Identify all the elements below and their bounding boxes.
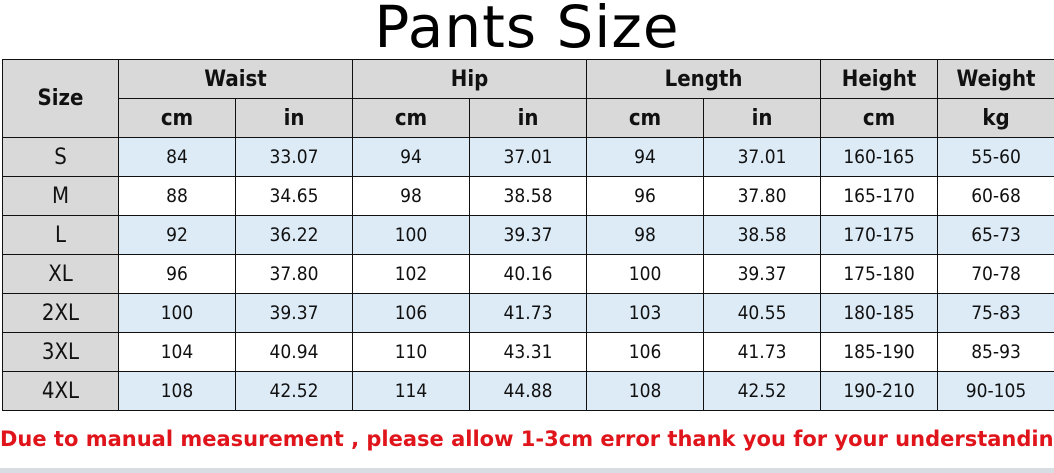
value-cell: 60-68 — [937, 176, 1054, 216]
value-cell: 70-78 — [937, 254, 1054, 294]
value-cell: 175-180 — [820, 254, 939, 294]
value-cell: 90-105 — [937, 371, 1054, 411]
table-row: 4XL 108 42.52 114 44.88 108 42.52 190-210 90-105 — [2, 371, 1054, 411]
value-cell: 185-190 — [820, 332, 939, 372]
page-title: Pants Size — [374, 0, 680, 61]
value-cell: 180-185 — [820, 293, 939, 333]
unit-header: in — [235, 98, 353, 138]
value-cell: 190-210 — [820, 371, 939, 411]
size-chart-table: Size Waist Hip Length Height Weight cm in cm in cm… — [2, 59, 1054, 411]
size-column-header: Size — [2, 59, 119, 138]
size-cell: 4XL — [2, 371, 119, 411]
value-cell: 38.58 — [468, 176, 588, 216]
value-cell: 106 — [352, 293, 470, 333]
value-cell: 75-83 — [937, 293, 1054, 333]
table-row: XL 96 37.80 102 40.16 100 39.37 175-180 70-78 — [2, 254, 1054, 294]
unit-header: in — [703, 98, 822, 138]
value-cell: 103 — [586, 293, 705, 333]
value-cell: 84 — [118, 137, 236, 177]
value-cell: 40.16 — [468, 254, 588, 294]
size-cell: 2XL — [2, 293, 119, 333]
size-cell: M — [2, 176, 119, 216]
value-cell: 94 — [352, 137, 470, 177]
value-cell: 160-165 — [820, 137, 939, 177]
group-header-hip: Hip — [351, 59, 588, 99]
table-row: S 84 33.07 94 37.01 94 37.01 160-165 55-60 — [2, 137, 1054, 177]
value-cell: 100 — [118, 293, 236, 333]
size-cell: L — [2, 215, 119, 255]
value-cell: 40.55 — [703, 293, 822, 333]
value-cell: 100 — [586, 254, 705, 294]
value-cell: 94 — [586, 137, 705, 177]
unit-header: kg — [937, 98, 1054, 138]
value-cell: 39.37 — [703, 254, 822, 294]
table-row: L 92 36.22 100 39.37 98 38.58 170-175 65-73 — [2, 215, 1054, 255]
value-cell: 39.37 — [235, 293, 353, 333]
group-header-weight: Weight — [937, 59, 1054, 99]
value-cell: 108 — [118, 371, 236, 411]
value-cell: 37.80 — [235, 254, 353, 294]
value-cell: 41.73 — [703, 332, 822, 372]
unit-header: cm — [352, 98, 470, 138]
value-cell: 98 — [586, 215, 705, 255]
unit-header: cm — [118, 98, 236, 138]
value-cell: 170-175 — [820, 215, 939, 255]
value-cell: 41.73 — [468, 293, 588, 333]
value-cell: 100 — [352, 215, 470, 255]
value-cell: 98 — [352, 176, 470, 216]
unit-header: cm — [820, 98, 939, 138]
value-cell: 102 — [352, 254, 470, 294]
group-header-length: Length — [586, 59, 822, 99]
group-header-height: Height — [820, 59, 939, 99]
header-row-units: cm in cm in cm in cm kg — [3, 98, 1054, 138]
measurement-note: Due to manual measurement , please allow… — [0, 427, 1054, 451]
value-cell: 37.01 — [703, 137, 822, 177]
value-cell: 38.58 — [703, 215, 822, 255]
value-cell: 40.94 — [235, 332, 353, 372]
value-cell: 110 — [352, 332, 470, 372]
value-cell: 34.65 — [235, 176, 353, 216]
unit-header: in — [468, 98, 588, 138]
value-cell: 39.37 — [468, 215, 588, 255]
value-cell: 106 — [586, 332, 705, 372]
value-cell: 42.52 — [703, 371, 822, 411]
value-cell: 92 — [118, 215, 236, 255]
value-cell: 55-60 — [937, 137, 1054, 177]
group-header-waist: Waist — [118, 59, 353, 99]
table-row: 2XL 100 39.37 106 41.73 103 40.55 180-185 75-83 — [2, 293, 1054, 333]
value-cell: 44.88 — [468, 371, 588, 411]
bottom-divider — [0, 468, 1054, 473]
size-cell: S — [2, 137, 119, 177]
unit-header: cm — [586, 98, 705, 138]
value-cell: 108 — [586, 371, 705, 411]
value-cell: 43.31 — [468, 332, 588, 372]
value-cell: 37.80 — [703, 176, 822, 216]
value-cell: 88 — [118, 176, 236, 216]
value-cell: 104 — [118, 332, 236, 372]
header-row-groups: Size Waist Hip Length Height Weight — [2, 59, 1054, 138]
value-cell: 165-170 — [820, 176, 939, 216]
table-row: 3XL 104 40.94 110 43.31 106 41.73 185-190 85-93 — [2, 332, 1054, 372]
table-row: M 88 34.65 98 38.58 96 37.80 165-170 60-68 — [2, 176, 1054, 216]
size-cell: XL — [2, 254, 119, 294]
value-cell: 65-73 — [937, 215, 1054, 255]
value-cell: 42.52 — [235, 371, 353, 411]
value-cell: 85-93 — [937, 332, 1054, 372]
value-cell: 96 — [586, 176, 705, 216]
value-cell: 114 — [352, 371, 470, 411]
value-cell: 96 — [118, 254, 236, 294]
value-cell: 37.01 — [468, 137, 588, 177]
size-cell: 3XL — [2, 332, 119, 372]
value-cell: 36.22 — [235, 215, 353, 255]
value-cell: 33.07 — [235, 137, 353, 177]
